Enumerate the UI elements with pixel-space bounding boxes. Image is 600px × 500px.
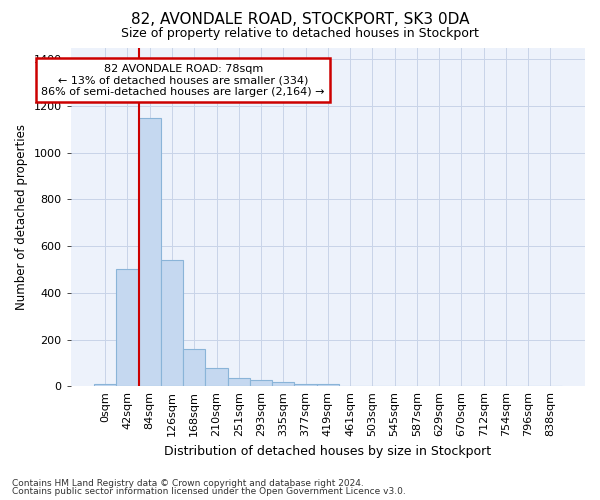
Bar bbox=[94, 384, 116, 386]
Text: Size of property relative to detached houses in Stockport: Size of property relative to detached ho… bbox=[121, 28, 479, 40]
Bar bbox=[116, 270, 139, 386]
Bar bbox=[250, 380, 272, 386]
Bar bbox=[205, 368, 227, 386]
Bar bbox=[272, 382, 295, 386]
Text: Contains public sector information licensed under the Open Government Licence v3: Contains public sector information licen… bbox=[12, 487, 406, 496]
X-axis label: Distribution of detached houses by size in Stockport: Distribution of detached houses by size … bbox=[164, 444, 491, 458]
Bar bbox=[317, 384, 339, 386]
Text: 82, AVONDALE ROAD, STOCKPORT, SK3 0DA: 82, AVONDALE ROAD, STOCKPORT, SK3 0DA bbox=[131, 12, 469, 28]
Bar bbox=[183, 349, 205, 387]
Bar bbox=[227, 378, 250, 386]
Text: 82 AVONDALE ROAD: 78sqm
← 13% of detached houses are smaller (334)
86% of semi-d: 82 AVONDALE ROAD: 78sqm ← 13% of detache… bbox=[41, 64, 325, 97]
Text: Contains HM Land Registry data © Crown copyright and database right 2024.: Contains HM Land Registry data © Crown c… bbox=[12, 478, 364, 488]
Bar bbox=[161, 260, 183, 386]
Y-axis label: Number of detached properties: Number of detached properties bbox=[15, 124, 28, 310]
Bar bbox=[139, 118, 161, 386]
Bar bbox=[295, 384, 317, 386]
